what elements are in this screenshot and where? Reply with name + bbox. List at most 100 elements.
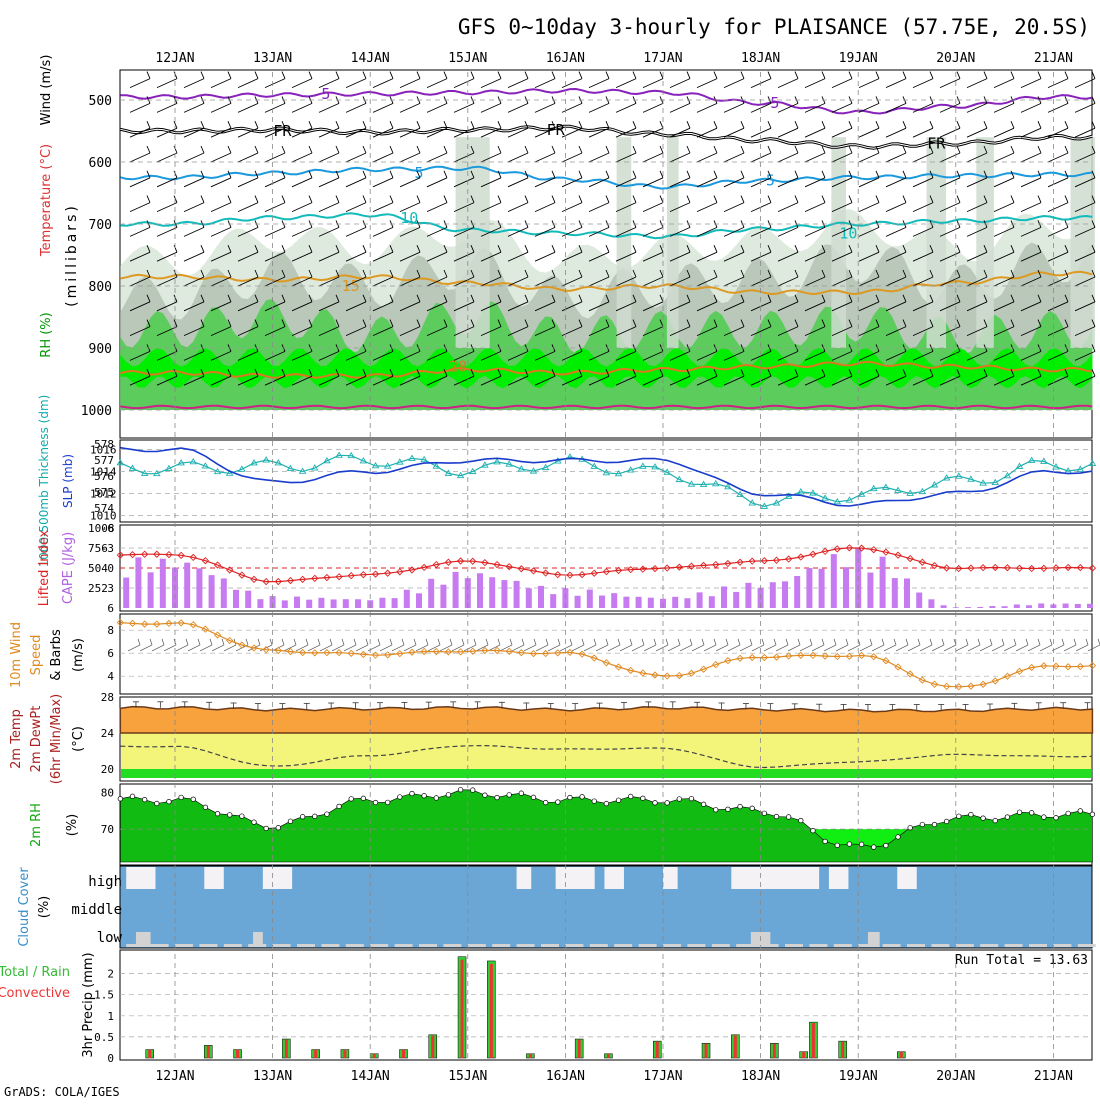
cloud-low-strip	[760, 944, 779, 947]
cloud-low-strip	[955, 944, 974, 947]
wind-barb	[129, 195, 151, 213]
wind-barb-flag	[740, 195, 745, 203]
wind-barb-flag	[308, 319, 313, 327]
wind-barb-staff	[588, 226, 610, 237]
wind-barb	[777, 71, 799, 89]
lifted-index-line-marker	[529, 567, 538, 575]
wind10-barb	[439, 644, 453, 652]
wind-barb-staff	[318, 202, 340, 213]
wind-barb	[210, 369, 232, 386]
wind-barb	[588, 121, 610, 138]
wind10-barb	[715, 644, 729, 652]
wind-barb	[318, 245, 340, 262]
temp-tick: 28	[101, 691, 114, 704]
wind-barb	[912, 195, 934, 213]
wind-barb	[453, 170, 475, 188]
wind10-barb	[883, 644, 897, 652]
wind-barb-flag	[956, 269, 961, 278]
chart-title: GFS 0~10day 3-hourly for PLAISANCE (57.7…	[458, 15, 1090, 39]
wind-barb	[426, 245, 448, 262]
wind-barb	[345, 294, 367, 312]
wind-barb-flag	[470, 71, 475, 79]
rh2m-marker	[494, 794, 500, 801]
wind-barb-flag	[929, 170, 934, 178]
wind-barb-staff	[804, 127, 826, 138]
wind-barb	[912, 294, 934, 312]
wind-barb-staff	[345, 226, 367, 237]
wind-barb	[507, 145, 529, 163]
wind-barb-flag	[200, 170, 205, 178]
wind-barb	[966, 71, 988, 89]
wind-barb-flag	[686, 170, 691, 178]
wind10-barb	[823, 644, 837, 652]
wind-barb-flag	[1064, 269, 1069, 278]
precip-conv-bar	[343, 1049, 347, 1058]
wind-barb-staff	[1074, 301, 1096, 312]
wind-speed-line-marker	[906, 670, 914, 678]
wind10-barb	[859, 644, 873, 652]
wind-barb-flag	[821, 245, 826, 253]
wind-barb	[804, 245, 826, 262]
wind-barb-flag	[740, 319, 745, 327]
wind-barb-staff	[750, 251, 772, 262]
wind10-barb-flag	[197, 638, 201, 646]
wind-barb-staff	[264, 78, 286, 89]
wind-barb-staff	[723, 78, 745, 89]
wind-barb-staff	[993, 177, 1015, 188]
wind-barb	[669, 369, 691, 386]
wind10-barb	[727, 644, 741, 652]
wind-barb	[885, 71, 907, 89]
wind-barb-flag	[416, 294, 421, 302]
wind-barb-flag	[578, 195, 583, 203]
cloud-level-middle: middle	[71, 902, 122, 918]
wind10-barb-flag	[485, 638, 489, 646]
date-label-top: 17JAN	[643, 51, 682, 66]
wind-barb-staff	[507, 301, 529, 312]
wind-barb	[723, 170, 745, 188]
wind-speed-line-marker	[165, 619, 173, 628]
wind-barb-flag	[389, 121, 394, 129]
wind-speed-line-marker	[821, 652, 829, 660]
wind-barb-staff	[642, 102, 664, 113]
wind-barb-staff	[615, 301, 637, 312]
wind-speed-line-marker	[517, 649, 525, 657]
wind-barb-staff	[345, 127, 367, 138]
wind-barb-flag	[632, 269, 637, 278]
wind10-barb-flag	[185, 638, 189, 646]
wind10-barb	[415, 644, 429, 652]
slp-line	[120, 446, 1093, 507]
wind-barb-flag	[1091, 369, 1096, 377]
thickness-line-marker	[1088, 459, 1097, 466]
cloud-low-strip	[1077, 944, 1096, 947]
wind10-barb	[175, 644, 189, 652]
wind-barb-staff	[210, 251, 232, 262]
wind-barb-flag	[551, 294, 556, 302]
wind-barb-staff	[318, 127, 340, 138]
wind-barb	[534, 145, 556, 163]
wind-barb	[237, 369, 259, 386]
wind-barb-staff	[858, 78, 880, 89]
date-label-top: 13JAN	[253, 51, 292, 66]
wind-barb-flag	[1010, 145, 1015, 154]
lifted-index-line-marker	[432, 560, 440, 569]
wind-barb-staff	[1047, 375, 1069, 386]
rh2m-marker	[555, 799, 561, 805]
wind10-barb	[1051, 644, 1065, 652]
precip-panel: 21.510.50 Run Total = 13.63 Total / Rain…	[0, 949, 1093, 1065]
wind-barb	[939, 294, 961, 312]
cloud-low-strip	[809, 944, 828, 947]
lifted-index-line-marker	[238, 571, 246, 579]
wind-barb	[210, 170, 232, 188]
wind-speed-line-marker	[1015, 667, 1024, 675]
wind10-barb	[1087, 644, 1100, 652]
wind-barb-staff	[237, 301, 259, 312]
wind10-barb	[799, 644, 813, 652]
wind-speed-line-marker	[262, 646, 270, 654]
wind-barb-flag	[929, 269, 934, 278]
wind-barb-staff	[480, 78, 502, 89]
wind-speed-line-marker	[335, 649, 343, 657]
rh2m-marker	[883, 842, 889, 849]
wind-barb	[156, 170, 178, 188]
